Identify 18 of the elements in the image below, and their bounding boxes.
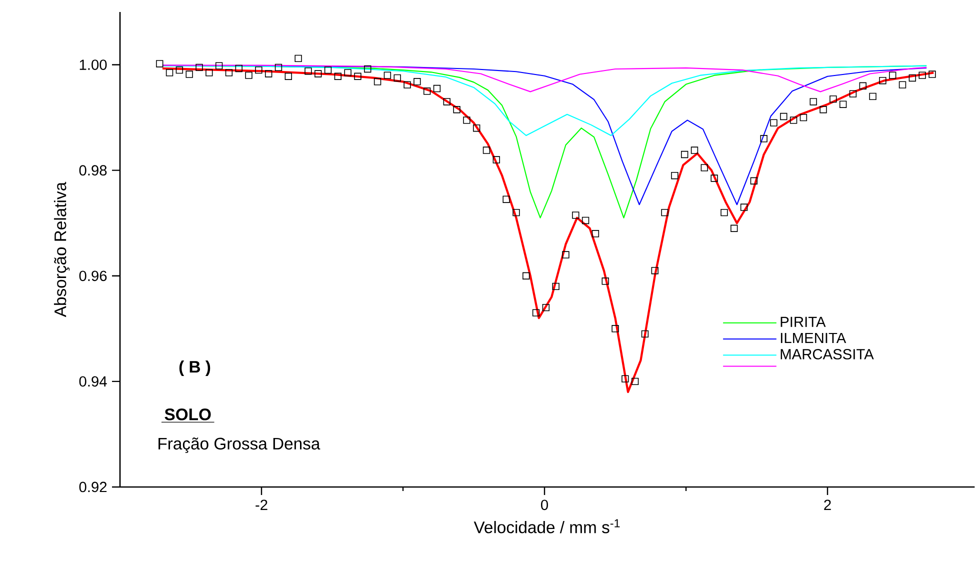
x-tick-label: 2 <box>824 500 831 510</box>
y-tick-label: 1.00 <box>80 60 107 70</box>
y-axis-title: Absorção Relativa <box>54 182 70 318</box>
legend-label: PIRITA <box>780 316 826 327</box>
x-axis-title: Velocidade / mm s$^{-1}$ <box>474 519 620 534</box>
legend-label: MARCASSITA <box>780 349 874 360</box>
annotation: SOLO <box>164 408 211 420</box>
x-tick-label: 0 <box>540 500 548 510</box>
line-series <box>162 64 928 92</box>
line-series <box>162 65 928 136</box>
x-tick-label: -2 <box>256 500 268 510</box>
annotation: ( B ) <box>179 360 210 376</box>
y-tick-label: 0.96 <box>79 270 107 282</box>
y-tick-label: 0.94 <box>79 376 107 387</box>
y-tick-label: 0.98 <box>79 165 107 176</box>
annotation: Fração Grossa Densa <box>158 437 320 453</box>
legend-label: ILMENITA <box>780 332 846 344</box>
y-tick-label: 0.92 <box>79 482 107 492</box>
